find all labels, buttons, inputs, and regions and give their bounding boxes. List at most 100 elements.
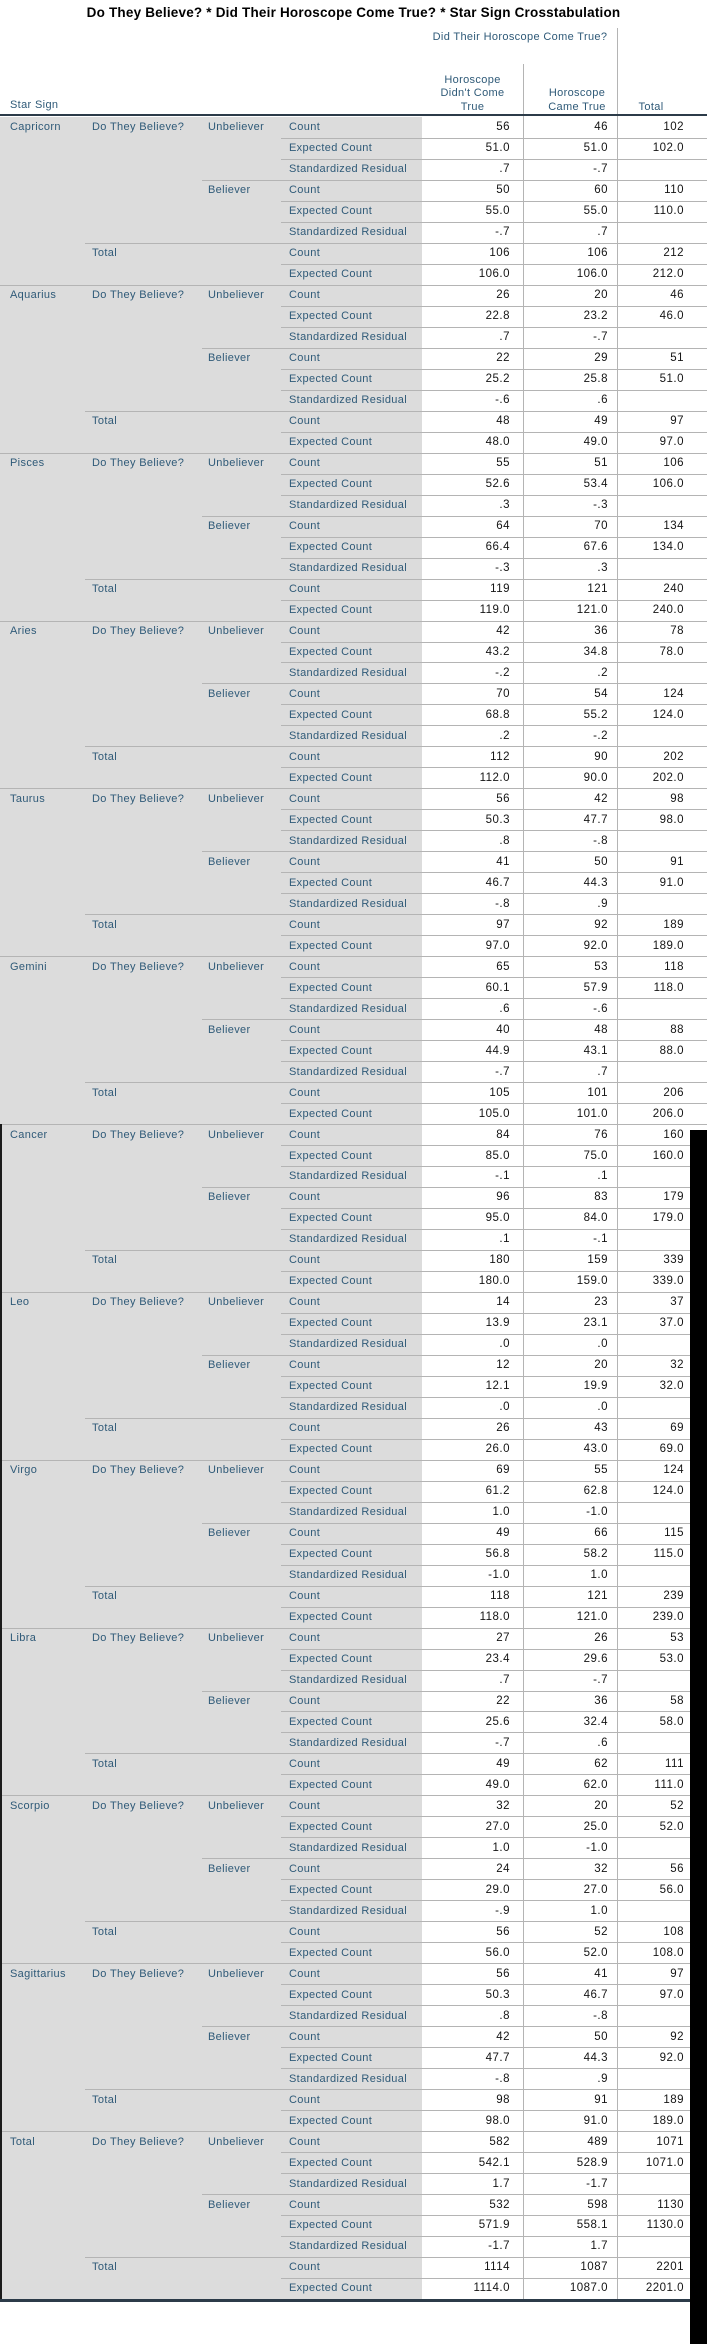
- stat-label: Expected Count: [289, 541, 373, 554]
- cell-value: 55.2: [583, 708, 608, 721]
- table-row: Count 24 32 56 Believer: [0, 1858, 707, 1879]
- star-sign-label: Pisces: [10, 457, 45, 470]
- cell-value: 43.1: [583, 1044, 608, 1057]
- cell-value: 51.0: [583, 142, 608, 155]
- row-separator-line: [0, 788, 707, 790]
- cell-value: 106.0: [576, 268, 608, 281]
- row-separator-line: [281, 2047, 707, 2049]
- table-row: Count 49 62 111 Total: [0, 1753, 707, 1774]
- cell-value: 56: [496, 121, 510, 134]
- stat-label: Standardized Residual: [289, 897, 408, 910]
- cell-value: .3: [499, 499, 510, 512]
- cell-value: .7: [499, 331, 510, 344]
- cell-value: 53: [594, 960, 608, 973]
- cell-value: 118.0: [653, 981, 684, 994]
- cell-value: 189: [663, 2093, 684, 2106]
- cell-value: [617, 390, 707, 411]
- cell-value: [617, 830, 707, 851]
- row-separator-line: [281, 1103, 707, 1105]
- row-separator-line: [281, 1480, 707, 1482]
- cell-value: 180.0: [478, 1275, 510, 1288]
- cell-value: 12: [496, 1359, 510, 1372]
- cell-value: .1: [597, 1170, 608, 1183]
- cell-value: 57.9: [583, 981, 608, 994]
- cell-value: 37.0: [659, 1317, 684, 1330]
- cell-value: 52.0: [583, 1946, 608, 1959]
- stat-label: Expected Count: [289, 1380, 373, 1393]
- row-separator-line: [281, 1396, 707, 1398]
- category-label: Believer: [208, 184, 251, 197]
- table-row: Count 55 51 106 Pisces Do They Believe? Unbeli…: [0, 453, 707, 474]
- cell-value: [617, 662, 707, 683]
- table-row: Expected Count 571.9 558.1 1130.0: [0, 2215, 707, 2236]
- category-label: Unbeliever: [208, 625, 265, 637]
- cell-value: 115: [664, 1527, 684, 1540]
- scrollbar-thumb[interactable]: [690, 1130, 707, 2344]
- table-row: Standardized Residual .7 -.7: [0, 327, 707, 348]
- cell-value: 106.0: [652, 478, 684, 491]
- row-separator-line: [281, 1333, 707, 1335]
- row-separator-line: [85, 410, 707, 412]
- stat-label: Expected Count: [289, 1946, 373, 1959]
- row-separator-line: [281, 2068, 707, 2070]
- cell-value: 32: [670, 1359, 684, 1372]
- stat-label: Expected Count: [289, 2219, 373, 2232]
- row-separator-line: [281, 1900, 707, 1902]
- row-separator-line: [85, 1753, 707, 1755]
- header-underline: [0, 114, 707, 116]
- row-separator-line: [202, 1858, 707, 1860]
- cell-value: 25.2: [485, 373, 510, 386]
- stat-label: Count: [289, 750, 321, 763]
- cell-value: -1.0: [586, 1841, 608, 1854]
- star-sign-label: Leo: [10, 1296, 30, 1309]
- category-label: Believer: [208, 1191, 251, 1204]
- star-sign-label: Taurus: [10, 792, 46, 805]
- cell-value: 25.6: [485, 1715, 510, 1728]
- cell-value: 179: [663, 1191, 684, 1204]
- stat-label: Expected Count: [289, 142, 373, 155]
- table-row: Expected Count 56.0 52.0 108.0: [0, 1942, 707, 1963]
- row-separator-line: [85, 1082, 707, 1084]
- cell-value: 1087: [580, 2261, 608, 2274]
- cell-value: 121: [587, 583, 608, 596]
- stat-label: Expected Count: [289, 1275, 373, 1288]
- table-row: Count 84 76 160 Cancer Do They Believe? Unbeli…: [0, 1124, 707, 1145]
- row-separator-line: [281, 998, 707, 1000]
- table-row: Standardized Residual -1.0 1.0: [0, 1565, 707, 1586]
- stat-label: Count: [289, 855, 321, 868]
- stat-label: Count: [289, 1023, 321, 1036]
- row-separator-line: [281, 368, 707, 370]
- table-row: Expected Count 119.0 121.0 240.0: [0, 600, 707, 621]
- row-separator-line: [281, 1543, 707, 1545]
- row-separator-line: [281, 389, 707, 391]
- cell-value: [617, 558, 707, 579]
- cell-value: 24: [496, 1862, 510, 1875]
- row-separator-line: [281, 200, 707, 202]
- cell-value: 60.1: [485, 981, 510, 994]
- left-border-line: [0, 1124, 2, 2299]
- row-separator-line: [0, 452, 707, 454]
- stat-label: Standardized Residual: [289, 226, 408, 239]
- cell-value: 48: [496, 415, 510, 428]
- table-row: Expected Count 1114.0 1087.0 2201.0: [0, 2278, 707, 2299]
- row-separator-line: [281, 2215, 707, 2216]
- row-total-label: Total: [92, 1925, 117, 1938]
- cell-value: 106: [663, 457, 684, 470]
- row-separator-line: [281, 2277, 707, 2279]
- cell-value: [617, 222, 707, 243]
- cell-value: 12.1: [485, 1380, 510, 1393]
- cell-value: 110: [664, 184, 684, 197]
- cell-value: 111.0: [654, 1778, 684, 1791]
- stat-label: Count: [289, 121, 321, 134]
- stat-label: Expected Count: [289, 1653, 373, 1666]
- cell-value: 97.0: [485, 939, 510, 952]
- row-separator-line: [202, 1019, 707, 1021]
- cell-value: 55.0: [583, 205, 608, 218]
- cell-value: 23.2: [583, 310, 608, 323]
- stat-label: Expected Count: [289, 1149, 373, 1162]
- cell-value: 202: [663, 750, 684, 763]
- cell-value: 22: [496, 352, 510, 365]
- row-separator-line: [0, 284, 707, 286]
- cell-value: -.8: [495, 2072, 510, 2085]
- stat-label: Standardized Residual: [289, 1841, 408, 1854]
